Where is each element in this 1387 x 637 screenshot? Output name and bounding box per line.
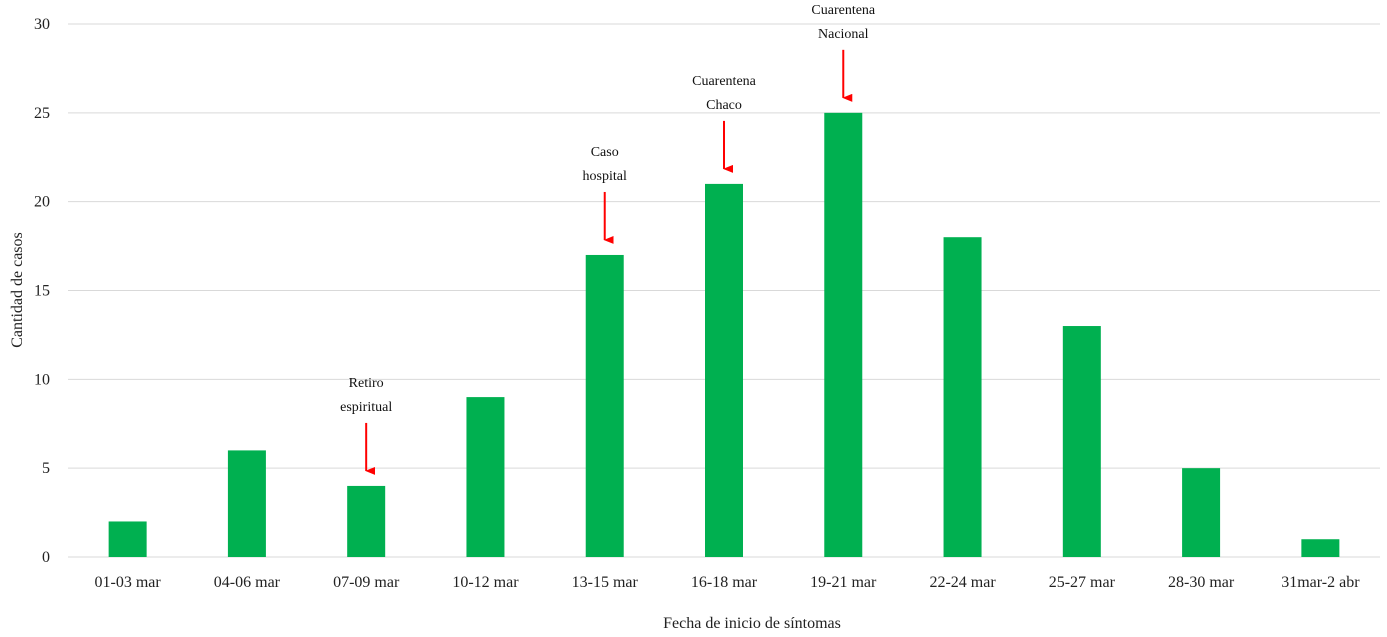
x-tick-label: 31mar-2 abr — [1281, 574, 1360, 591]
bar-16-18-mar — [705, 183, 743, 557]
annotation-text: Cuarentena — [692, 74, 757, 89]
bar-07-09-mar — [347, 485, 386, 557]
x-axis-title: Fecha de inicio de síntomas — [663, 615, 841, 632]
annotation-3: Cuarentena Nacional — [811, 3, 876, 102]
x-tick-label: 22-24 mar — [929, 574, 996, 591]
x-tick-label: 19-21 mar — [810, 574, 877, 591]
annotations: Retiro espiritual Caso hospital Cuarentena Ch… — [340, 3, 876, 475]
y-tick-label: 15 — [34, 283, 50, 300]
y-tick-label: 30 — [34, 16, 50, 33]
x-tick-label: 13-15 mar — [572, 574, 639, 591]
y-tick-label: 10 — [34, 371, 50, 388]
x-tick-label: 25-27 mar — [1049, 574, 1116, 591]
x-tick-label: 28-30 mar — [1168, 574, 1235, 591]
x-axis-ticks: 01-03 mar 04-06 mar 07-09 mar 10-12 mar 13-1… — [95, 574, 1361, 591]
y-tick-label: 5 — [42, 460, 50, 477]
x-tick-label: 10-12 mar — [452, 574, 519, 591]
bar-25-27-mar — [1062, 326, 1101, 557]
annotation-text: Cuarentena — [811, 3, 876, 18]
bar-31mar-2-abr — [1301, 539, 1340, 557]
x-tick-label: 04-06 mar — [214, 574, 281, 591]
bar-28-30-mar — [1182, 468, 1221, 557]
bar-01-03-mar — [108, 521, 147, 557]
annotation-text: espiritual — [340, 400, 392, 415]
annotation-0: Retiro espiritual — [340, 376, 392, 475]
bar-10-12-mar — [466, 397, 505, 557]
annotation-2: Cuarentena Chaco — [692, 74, 757, 173]
bar-22-24-mar — [943, 237, 982, 557]
x-tick-label: 16-18 mar — [691, 574, 758, 591]
annotation-text: Chaco — [706, 98, 742, 113]
x-tick-label: 01-03 mar — [95, 574, 162, 591]
annotation-1: Caso hospital — [583, 145, 627, 244]
annotation-text: Nacional — [818, 27, 869, 42]
y-tick-label: 0 — [42, 549, 50, 566]
y-tick-label: 20 — [34, 194, 50, 211]
x-tick-label: 07-09 mar — [333, 574, 400, 591]
bars — [108, 112, 1340, 557]
bar-13-15-mar — [585, 254, 624, 557]
bar-04-06-mar — [227, 450, 266, 557]
bar-19-21-mar — [824, 112, 863, 557]
y-axis-ticks: 0 5 10 15 20 25 30 — [34, 16, 50, 566]
annotation-text: Retiro — [349, 376, 384, 391]
annotation-text: Caso — [591, 145, 619, 160]
y-tick-label: 25 — [34, 105, 50, 122]
annotation-text: hospital — [583, 169, 627, 184]
y-axis-title: Cantidad de casos — [9, 232, 26, 348]
